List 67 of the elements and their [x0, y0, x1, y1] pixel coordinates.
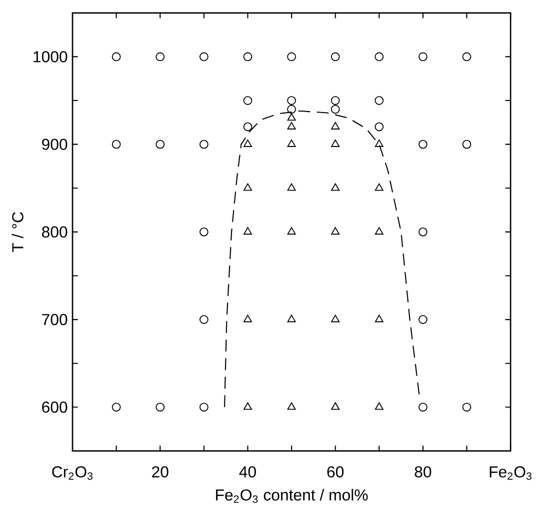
point [374, 227, 384, 235]
point [374, 402, 384, 410]
point [418, 52, 428, 62]
point [200, 228, 208, 237]
point [330, 96, 340, 106]
point [331, 402, 340, 410]
point [374, 314, 384, 322]
point [287, 122, 296, 130]
y-tick-label: 800 [42, 226, 68, 238]
point [156, 402, 165, 412]
point [418, 228, 428, 237]
point [374, 140, 384, 148]
y-tick-label: 700 [42, 314, 68, 326]
x-tick-label: 60 [327, 466, 344, 478]
x-axis-title: Fe$_{2}$O$_{3}$ content / mol% [216, 489, 368, 504]
point [200, 52, 208, 62]
point [112, 402, 121, 412]
point [331, 140, 340, 148]
point [331, 227, 340, 235]
x-tick-label: 40 [239, 466, 256, 478]
point [243, 314, 252, 322]
point [243, 227, 252, 235]
point [200, 140, 208, 149]
point [287, 96, 296, 106]
point [374, 52, 384, 62]
point [287, 52, 296, 62]
y-tick-label: 1000 [34, 51, 68, 63]
x-tick-label: Fe$_{2}$O$_{3}$ [490, 466, 532, 480]
point [156, 52, 165, 62]
point [243, 140, 252, 148]
point [243, 96, 252, 106]
point [330, 52, 340, 62]
point [331, 184, 340, 191]
y-axis-title: T / °C [12, 212, 24, 252]
point [287, 227, 296, 235]
point [287, 402, 296, 410]
point [243, 184, 252, 191]
point [462, 52, 472, 62]
point [200, 402, 208, 412]
point [331, 122, 340, 130]
point [243, 122, 252, 132]
point [418, 402, 428, 412]
x-tick-label: 20 [152, 466, 168, 478]
point [331, 314, 340, 322]
point [287, 140, 296, 148]
y-tick-label: 900 [42, 138, 68, 150]
point [112, 52, 121, 62]
point [243, 52, 252, 62]
y-tick-label: 600 [42, 402, 68, 413]
point [418, 315, 428, 324]
point [200, 315, 208, 324]
point [418, 140, 428, 149]
x-tick-label: Cr$_{2}$O$_{3}$ [52, 466, 93, 480]
point [374, 184, 384, 191]
point [243, 402, 252, 410]
point [374, 96, 384, 106]
point [156, 140, 165, 149]
point [287, 314, 296, 322]
point [330, 105, 340, 114]
point [462, 402, 472, 412]
point [462, 140, 472, 149]
point [287, 113, 296, 121]
point [287, 184, 296, 191]
point [287, 105, 296, 114]
point [374, 122, 384, 132]
point [112, 140, 121, 149]
x-tick-label: 80 [414, 466, 432, 478]
